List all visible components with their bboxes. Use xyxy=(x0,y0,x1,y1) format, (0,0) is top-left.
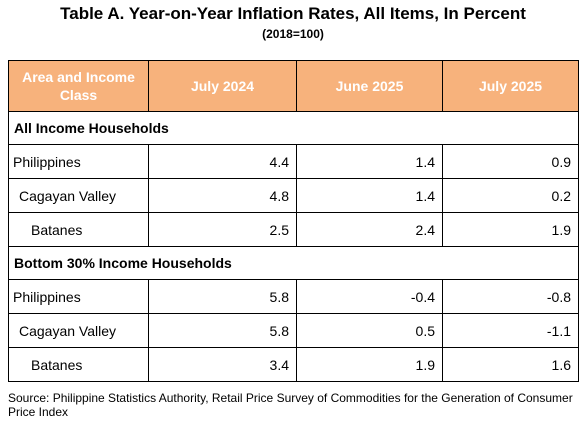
data-row: Batanes 3.4 1.9 1.6 xyxy=(8,347,579,382)
section-title: All Income Households xyxy=(8,111,579,145)
rate-cell: 1.6 xyxy=(442,347,579,382)
rate-cell: 1.4 xyxy=(296,178,443,213)
area-label: Cagayan Valley xyxy=(8,313,149,348)
rate-cell: 1.4 xyxy=(296,144,443,179)
area-label: Batanes xyxy=(8,212,149,247)
rate-cell: 0.9 xyxy=(442,144,579,179)
rate-cell: 2.5 xyxy=(148,212,297,247)
table-subtitle: (2018=100) xyxy=(262,27,324,41)
rate-cell: 2.4 xyxy=(296,212,443,247)
inflation-table: Area and Income Class July 2024 June 202… xyxy=(8,60,579,382)
table-body: All Income Households Philippines 4.4 1.4 0.… xyxy=(8,111,579,382)
column-header: July 2024 xyxy=(148,60,297,112)
area-label: Batanes xyxy=(8,347,149,382)
rate-cell: 0.5 xyxy=(296,313,443,348)
rate-cell: 1.9 xyxy=(442,212,579,247)
area-label: Philippines xyxy=(8,279,149,314)
area-label: Cagayan Valley xyxy=(8,178,149,213)
table-title: Table A. Year-on-Year Inflation Rates, A… xyxy=(60,4,526,23)
column-header: June 2025 xyxy=(296,60,443,112)
table-head: Area and Income Class July 2024 June 202… xyxy=(8,60,579,112)
rate-cell: -0.8 xyxy=(442,279,579,314)
rate-cell: 4.4 xyxy=(148,144,297,179)
column-header: July 2025 xyxy=(442,60,579,112)
data-row: Philippines 5.8 -0.4 -0.8 xyxy=(8,279,579,314)
data-row: Philippines 4.4 1.4 0.9 xyxy=(8,144,579,179)
section-title: Bottom 30% Income Households xyxy=(8,246,579,280)
rate-cell: 3.4 xyxy=(148,347,297,382)
area-label: Philippines xyxy=(8,144,149,179)
rate-cell: -1.1 xyxy=(442,313,579,348)
rate-cell: -0.4 xyxy=(296,279,443,314)
rate-cell: 5.8 xyxy=(148,313,297,348)
header-row: Area and Income Class July 2024 June 202… xyxy=(8,60,579,112)
rate-cell: 1.9 xyxy=(296,347,443,382)
section-row: All Income Households xyxy=(8,111,579,145)
section-row: Bottom 30% Income Households xyxy=(8,246,579,280)
data-row: Batanes 2.5 2.4 1.9 xyxy=(8,212,579,247)
rate-cell: 0.2 xyxy=(442,178,579,213)
source-note: Source: Philippine Statistics Authority,… xyxy=(8,391,573,419)
rate-cell: 5.8 xyxy=(148,279,297,314)
column-header: Area and Income Class xyxy=(8,60,149,112)
data-row: Cagayan Valley 4.8 1.4 0.2 xyxy=(8,178,579,213)
data-row: Cagayan Valley 5.8 0.5 -1.1 xyxy=(8,313,579,348)
rate-cell: 4.8 xyxy=(148,178,297,213)
